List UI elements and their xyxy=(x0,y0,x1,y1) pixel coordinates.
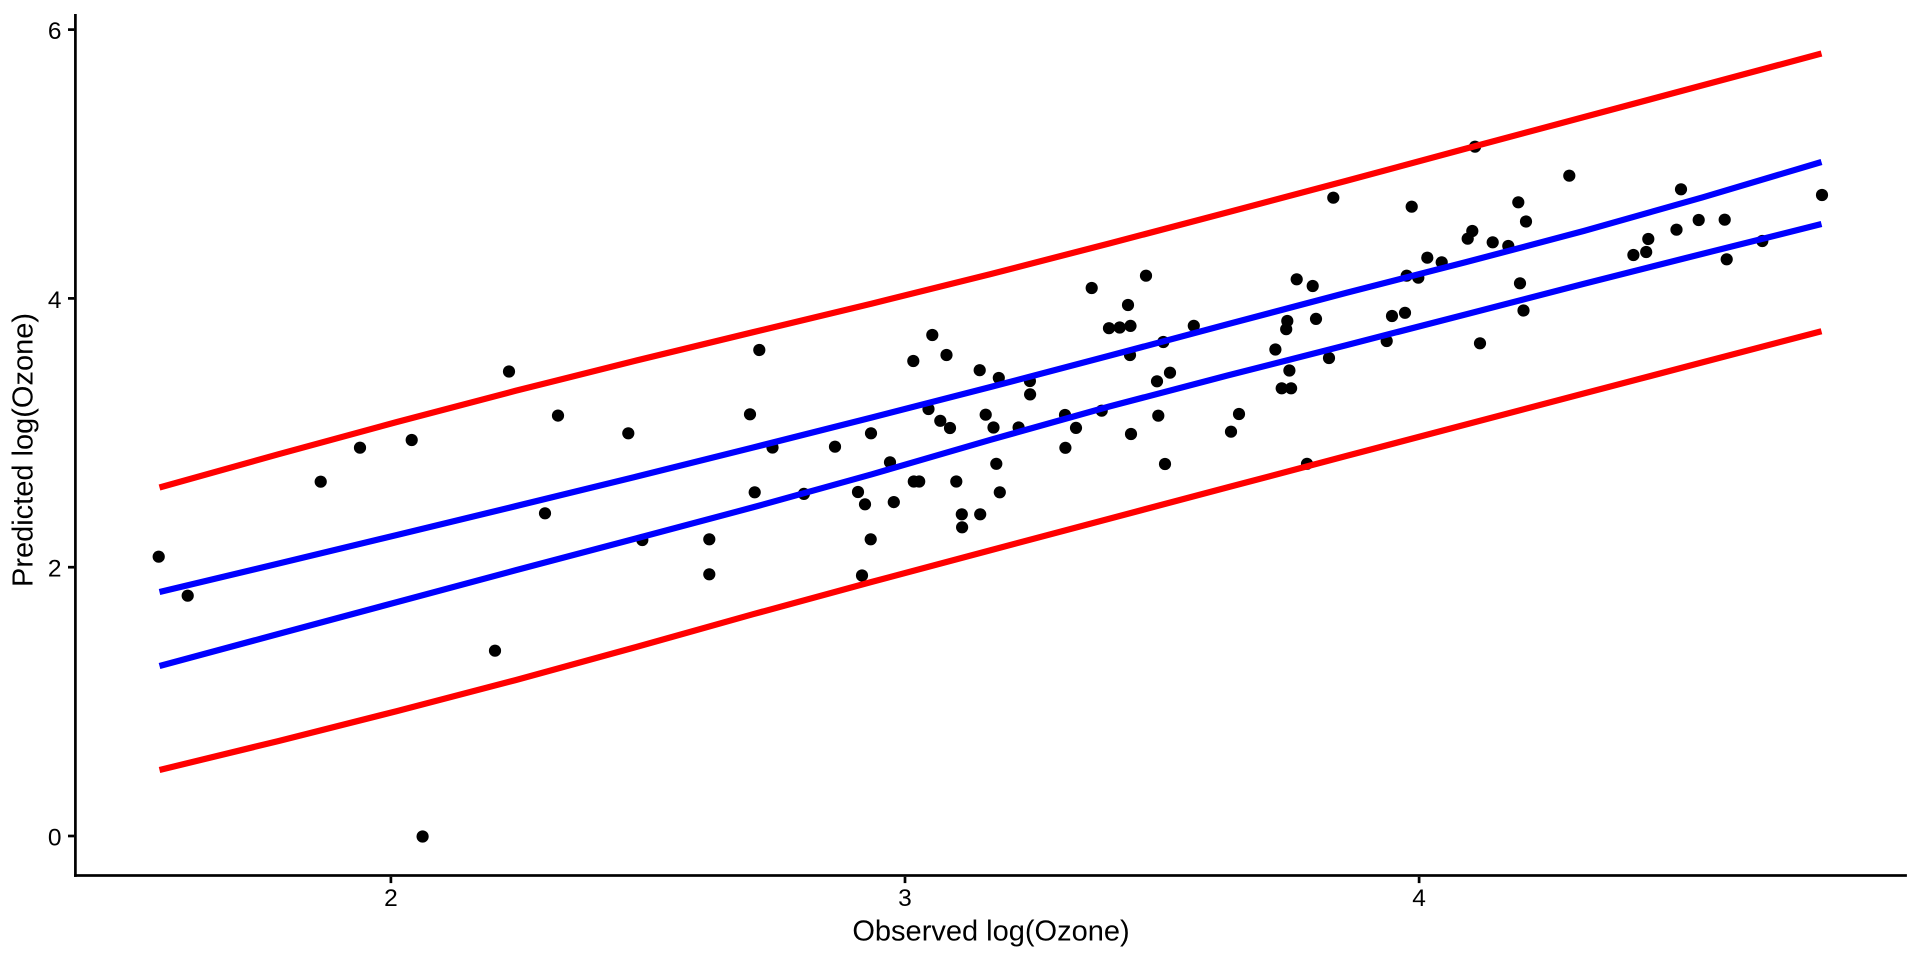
svg-text:2: 2 xyxy=(384,885,398,912)
svg-text:6: 6 xyxy=(48,18,62,45)
svg-text:2: 2 xyxy=(48,556,62,583)
svg-text:Observed log(Ozone): Observed log(Ozone) xyxy=(852,916,1129,948)
svg-text:0: 0 xyxy=(48,825,62,852)
svg-text:Predicted log(Ozone): Predicted log(Ozone) xyxy=(8,313,40,587)
svg-text:4: 4 xyxy=(48,287,62,314)
svg-text:3: 3 xyxy=(898,885,912,912)
svg-text:4: 4 xyxy=(1412,885,1426,912)
